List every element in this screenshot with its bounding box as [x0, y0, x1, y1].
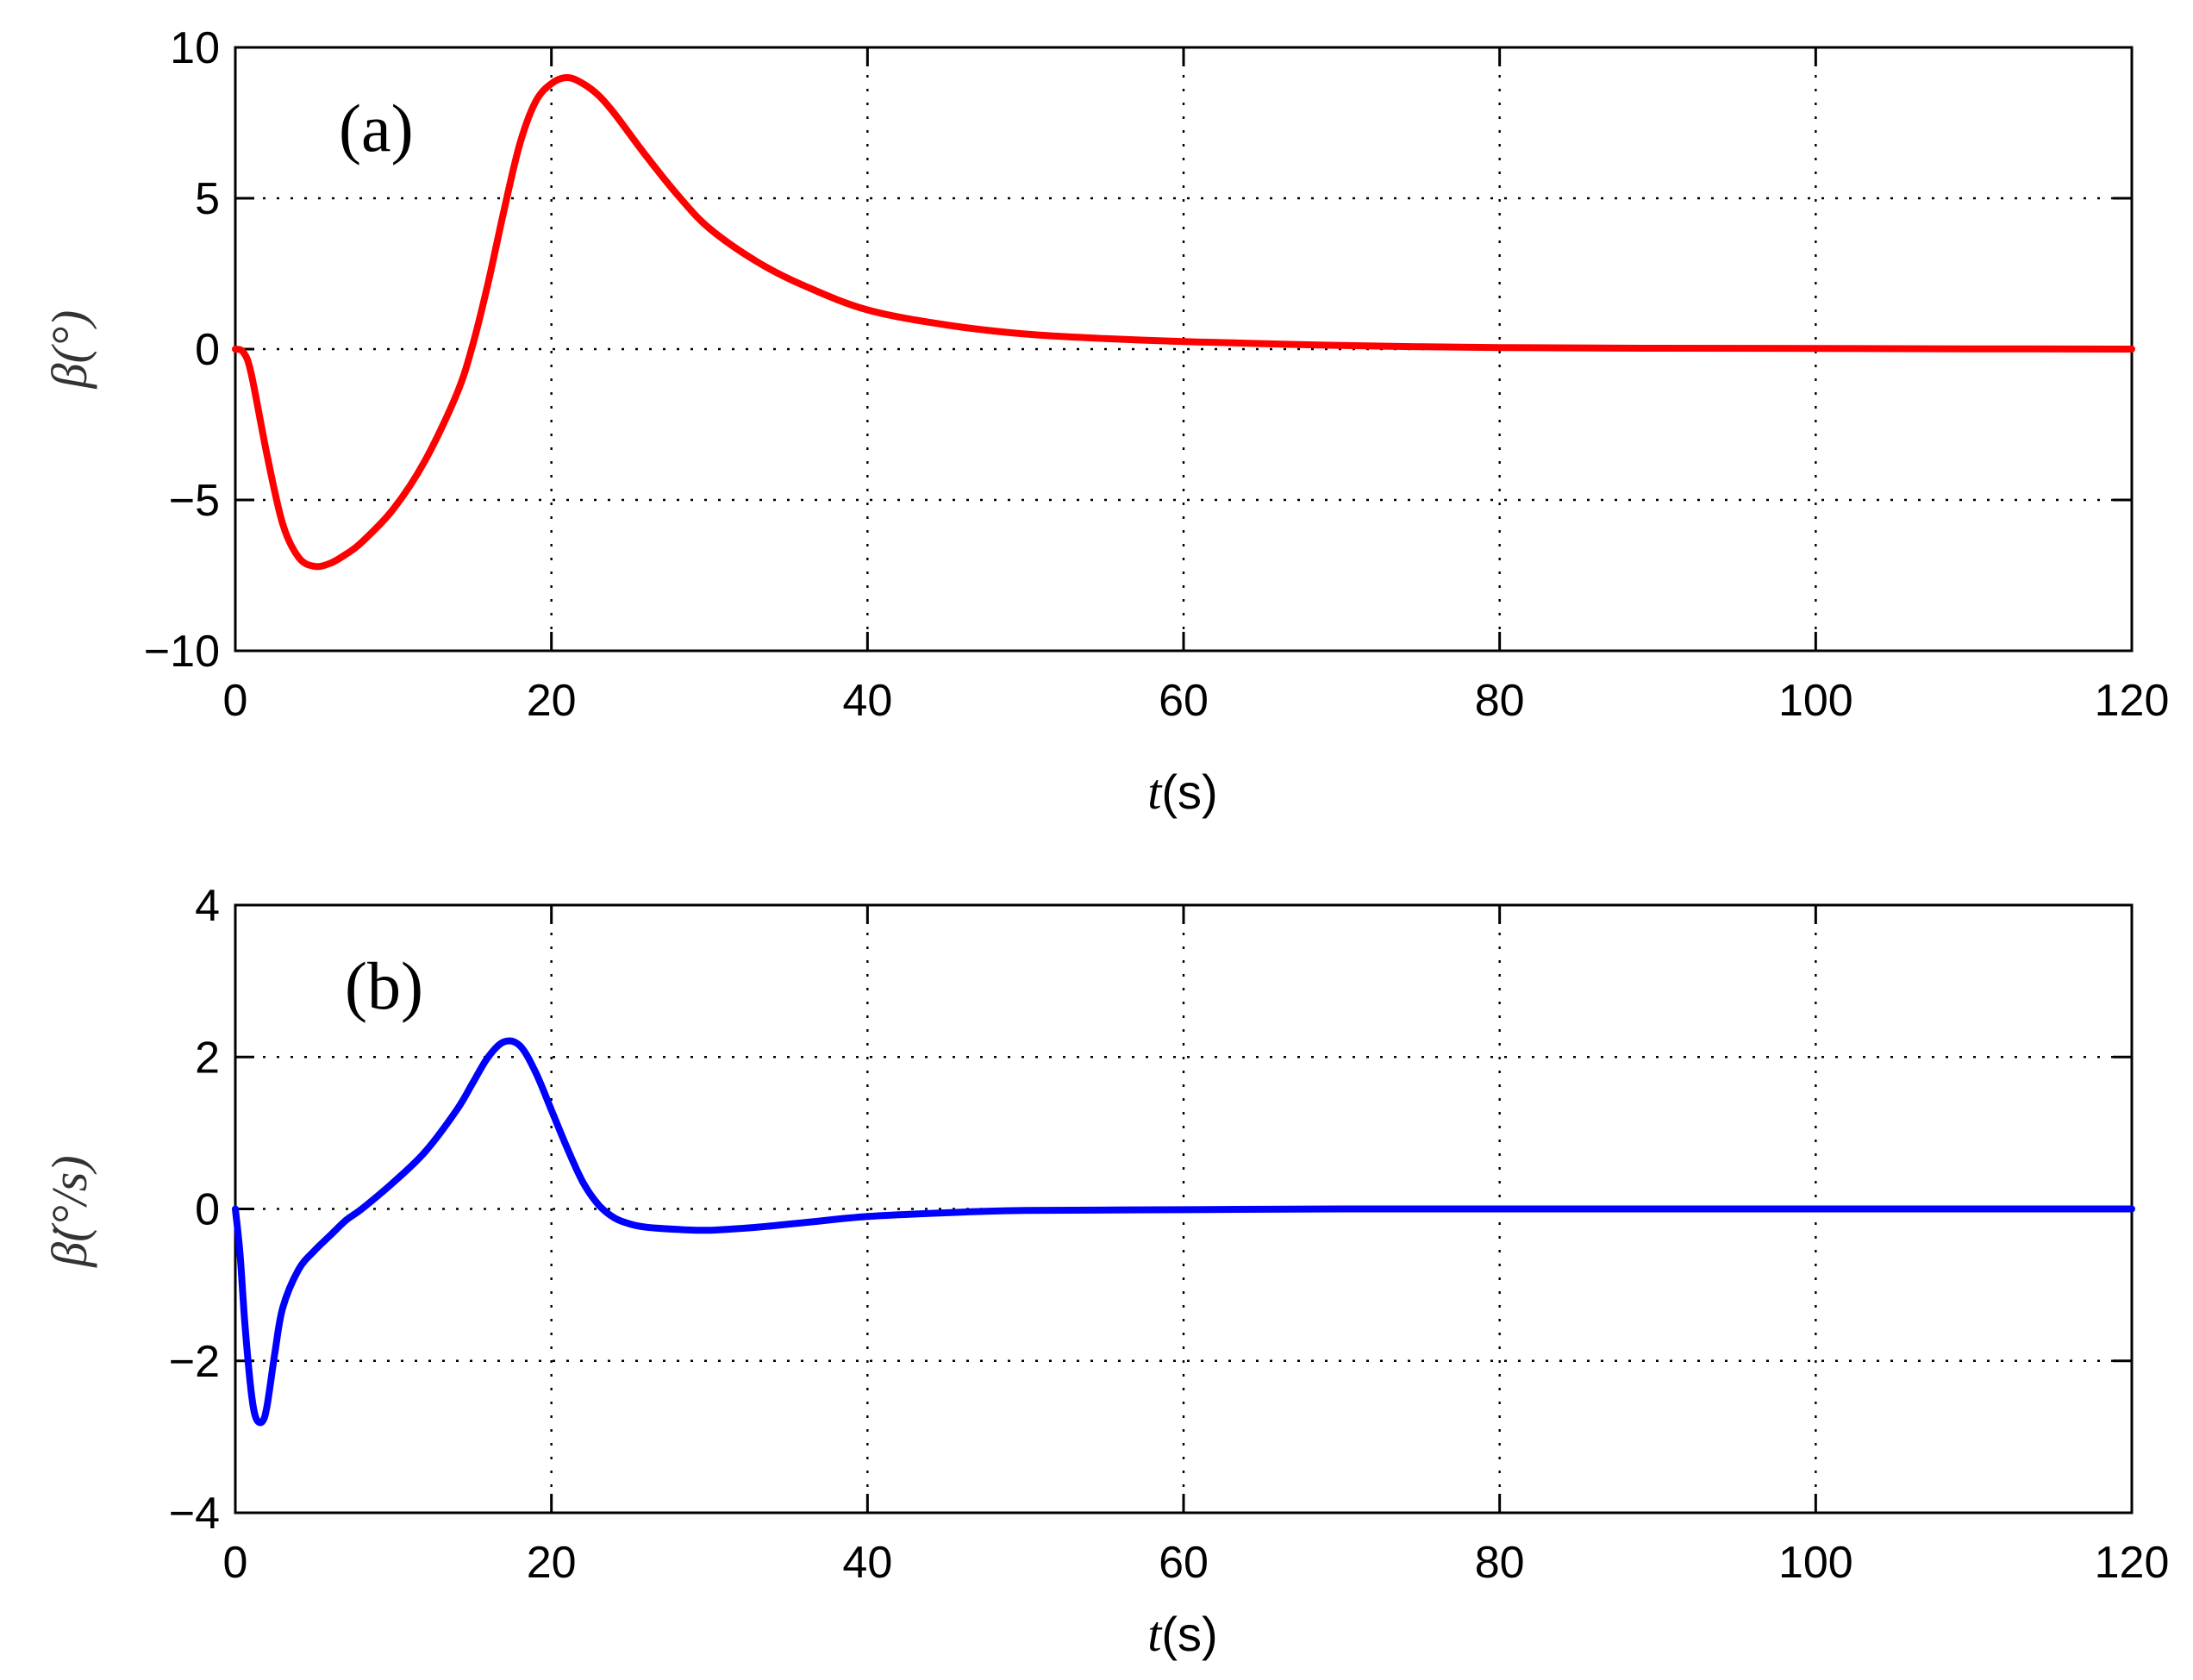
- x-axis-title-b-var: t: [1147, 1606, 1163, 1662]
- panel-a-beta: 0 20 40 60 80 100 120 −10 −5 0 5 10 (a) t(s) β(°): [41, 23, 2169, 820]
- x-tick-label-a: 100: [1778, 676, 1853, 726]
- y-tick-labels-a: −10 −5 0 5 10: [144, 23, 220, 677]
- y-tick-label-b: 2: [195, 1033, 220, 1083]
- panel-label-b: (b): [345, 948, 423, 1023]
- x-axis-title-a-var: t: [1147, 764, 1163, 820]
- ticks-a: [234, 46, 2134, 653]
- x-axis-title-b-unit: (s): [1161, 1607, 1217, 1661]
- y-tick-label-a: −5: [169, 476, 220, 526]
- y-tick-labels-b: −4 −2 0 2 4: [169, 881, 220, 1539]
- panel-label-a: (a): [339, 91, 414, 166]
- x-tick-label-b: 100: [1778, 1538, 1853, 1588]
- x-tick-label-a: 0: [223, 676, 248, 726]
- x-tick-label-b: 60: [1159, 1538, 1209, 1588]
- y-axis-title-b: β̇(°/s): [41, 1155, 97, 1267]
- panel-b-beta-dot: 0 20 40 60 80 100 120 −4 −2 0 2 4 (b) t(s) β̇(°/s): [41, 881, 2169, 1662]
- x-tick-label-b: 20: [527, 1538, 577, 1588]
- y-tick-label-b: 4: [195, 881, 220, 931]
- y-tick-label-b: −4: [169, 1489, 220, 1539]
- x-axis-title-a-unit: (s): [1161, 765, 1217, 819]
- x-tick-label-a: 120: [2095, 676, 2170, 726]
- x-tick-label-a: 40: [842, 676, 892, 726]
- y-tick-label-b: −2: [169, 1337, 220, 1387]
- x-tick-label-b: 40: [842, 1538, 892, 1588]
- x-tick-label-a: 20: [527, 676, 577, 726]
- y-tick-label-b: 0: [195, 1185, 220, 1235]
- x-tick-label-a: 60: [1159, 676, 1209, 726]
- x-tick-labels-a: 0 20 40 60 80 100 120: [223, 676, 2170, 726]
- y-axis-title-a: β(°): [41, 310, 97, 390]
- x-tick-label-b: 0: [223, 1538, 248, 1588]
- series-line-beta-dot: [232, 1037, 2135, 1427]
- y-tick-label-a: 0: [195, 325, 220, 375]
- y-tick-label-a: 5: [195, 174, 220, 224]
- x-tick-label-b: 120: [2095, 1538, 2170, 1588]
- series-line-beta: [232, 74, 2135, 571]
- y-tick-label-a: 10: [170, 23, 220, 73]
- x-axis-title-a: t(s): [1147, 764, 1217, 820]
- x-tick-label-b: 80: [1475, 1538, 1525, 1588]
- y-tick-label-a: −10: [144, 627, 220, 677]
- x-tick-label-a: 80: [1475, 676, 1525, 726]
- x-axis-title-b: t(s): [1147, 1606, 1217, 1662]
- x-tick-labels-b: 0 20 40 60 80 100 120: [223, 1538, 2170, 1588]
